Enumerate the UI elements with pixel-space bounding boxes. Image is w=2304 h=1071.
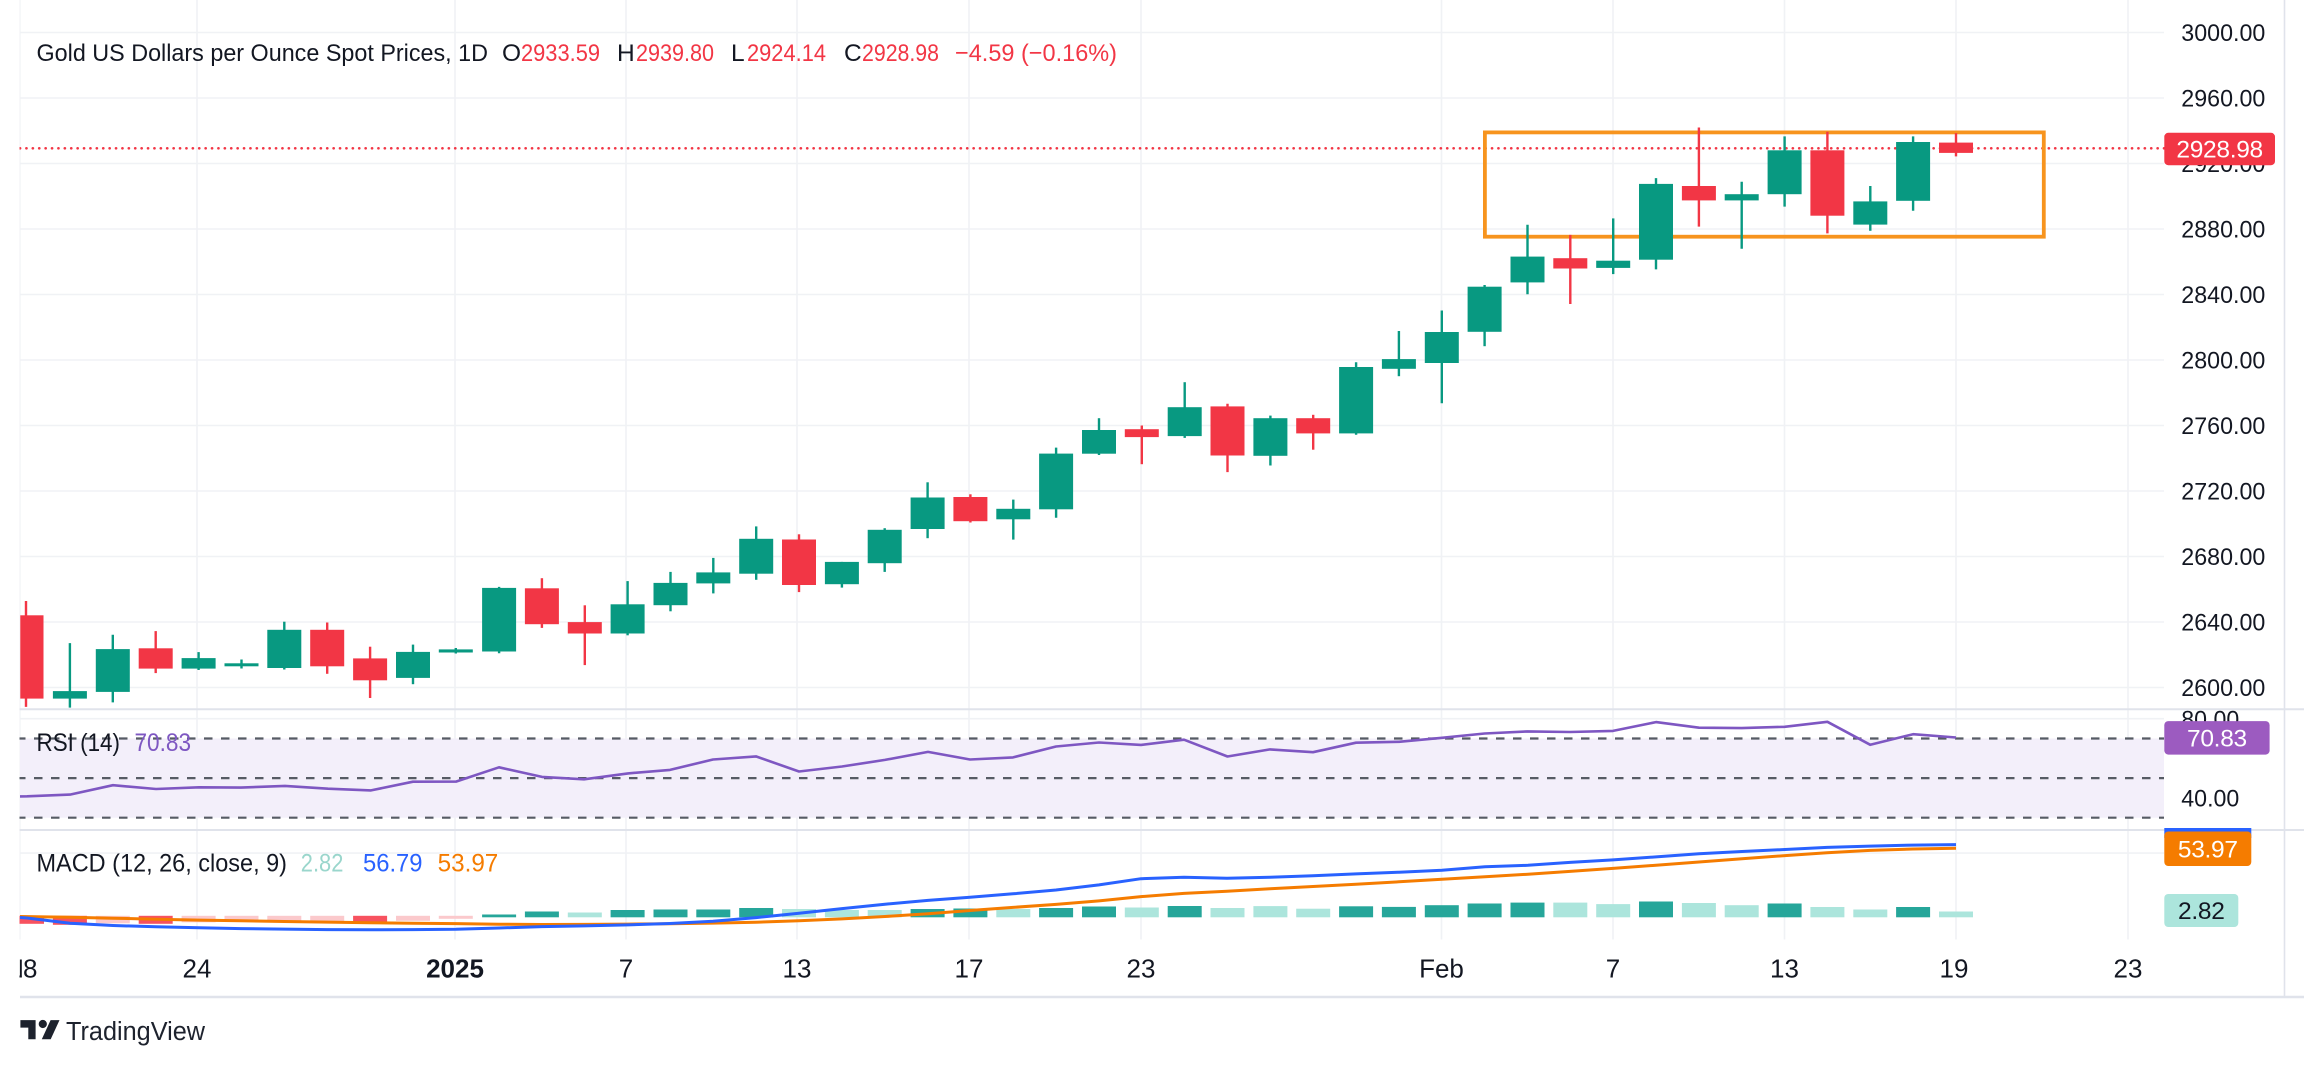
- svg-text:2933.59: 2933.59: [521, 40, 600, 67]
- svg-text:24: 24: [183, 954, 212, 984]
- svg-text:2.82: 2.82: [2178, 898, 2224, 925]
- svg-text:40.00: 40.00: [2181, 786, 2239, 813]
- svg-text:2800.00: 2800.00: [2181, 348, 2265, 375]
- svg-text:17: 17: [955, 954, 984, 984]
- svg-text:2840.00: 2840.00: [2181, 282, 2265, 309]
- svg-text:Gold US Dollars per Ounce Spot: Gold US Dollars per Ounce Spot Prices, 1…: [37, 40, 489, 67]
- svg-text:2928.98: 2928.98: [2176, 137, 2262, 164]
- svg-text:2640.00: 2640.00: [2181, 610, 2265, 637]
- svg-text:2880.00: 2880.00: [2181, 217, 2265, 244]
- svg-text:TradingView: TradingView: [66, 1018, 206, 1046]
- svg-text:13: 13: [783, 954, 812, 984]
- svg-text:Feb: Feb: [1419, 954, 1464, 984]
- svg-text:70.83: 70.83: [135, 729, 192, 757]
- svg-text:2720.00: 2720.00: [2181, 479, 2265, 506]
- svg-text:53.97: 53.97: [438, 850, 499, 878]
- svg-text:2.82: 2.82: [301, 850, 344, 878]
- svg-text:2928.98: 2928.98: [862, 40, 939, 67]
- svg-text:2600.00: 2600.00: [2181, 675, 2265, 702]
- svg-text:23: 23: [2114, 954, 2143, 984]
- svg-text:56.79: 56.79: [363, 850, 423, 878]
- svg-text:2025: 2025: [426, 954, 484, 984]
- svg-text:19: 19: [1940, 954, 1969, 984]
- svg-text:7: 7: [1606, 954, 1620, 984]
- svg-text:H: H: [617, 40, 635, 67]
- svg-text:C: C: [844, 40, 862, 67]
- svg-text:O: O: [502, 40, 521, 67]
- svg-text:MACD (12, 26, close, 9): MACD (12, 26, close, 9): [37, 850, 288, 878]
- svg-text:3000.00: 3000.00: [2181, 20, 2265, 47]
- svg-text:53.97: 53.97: [2178, 836, 2238, 863]
- svg-text:2680.00: 2680.00: [2181, 544, 2265, 571]
- svg-text:70.83: 70.83: [2187, 726, 2247, 753]
- svg-text:RSI (14): RSI (14): [37, 729, 121, 757]
- svg-text:2939.80: 2939.80: [636, 40, 714, 67]
- svg-text:L: L: [731, 40, 745, 67]
- svg-text:−4.59 (−0.16%): −4.59 (−0.16%): [955, 40, 1117, 67]
- svg-text:13: 13: [1770, 954, 1799, 984]
- svg-text:2760.00: 2760.00: [2181, 413, 2265, 440]
- svg-text:7: 7: [619, 954, 633, 984]
- svg-text:23: 23: [1127, 954, 1156, 984]
- svg-text:2924.14: 2924.14: [747, 40, 826, 67]
- svg-text:2960.00: 2960.00: [2181, 86, 2265, 113]
